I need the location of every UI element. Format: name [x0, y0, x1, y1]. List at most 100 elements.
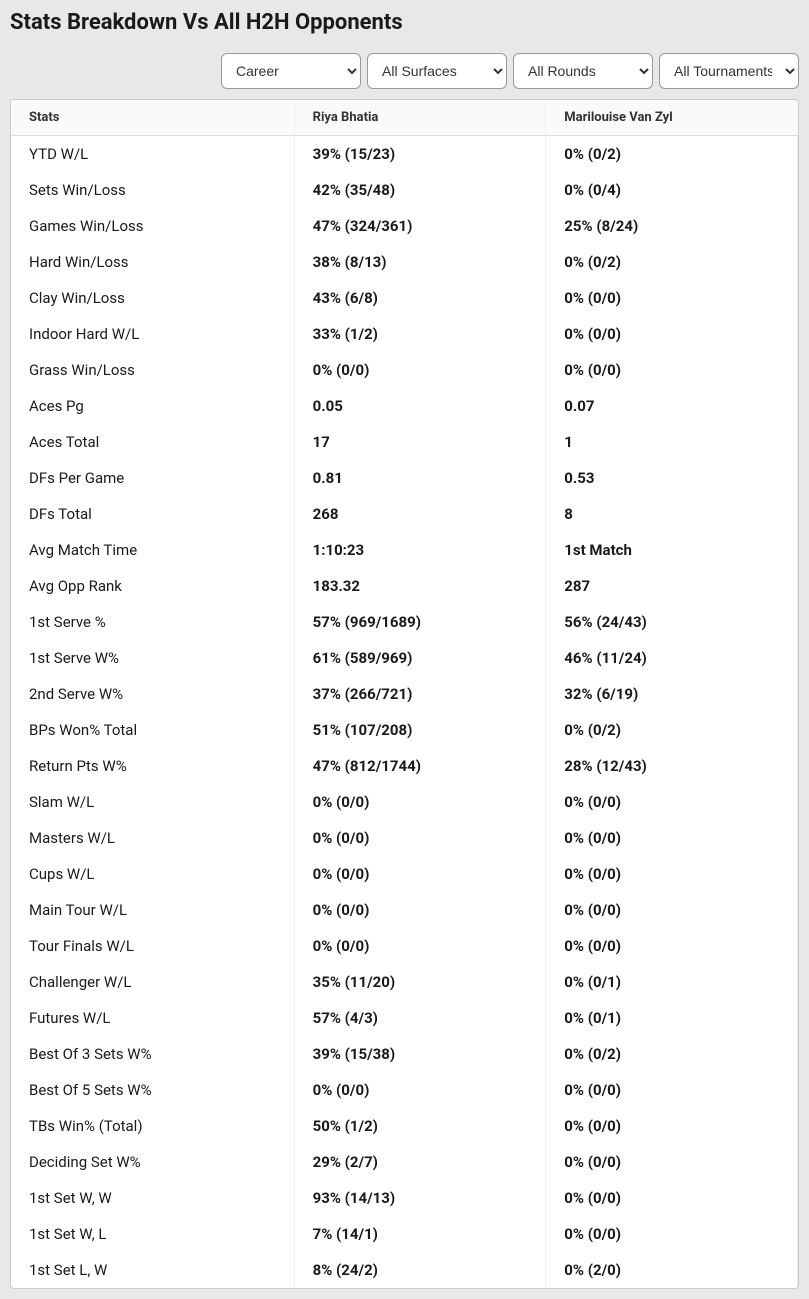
table-row: 1st Serve %57% (969/1689)56% (24/43) [11, 604, 798, 640]
stat-player1: 39% (15/23) [294, 136, 546, 173]
table-row: 1st Set W, L7% (14/1)0% (0/0) [11, 1216, 798, 1252]
table-row: Aces Pg0.050.07 [11, 388, 798, 424]
stat-player2: 0% (0/2) [546, 1036, 798, 1072]
stat-label: BPs Won% Total [11, 712, 294, 748]
table-row: Futures W/L57% (4/3)0% (0/1) [11, 1000, 798, 1036]
stat-player2: 56% (24/43) [546, 604, 798, 640]
stat-player1: 43% (6/8) [294, 280, 546, 316]
stat-player1: 8% (24/2) [294, 1252, 546, 1288]
col-header-player2: Marilouise Van Zyl [546, 100, 798, 136]
stat-label: 1st Serve W% [11, 640, 294, 676]
stat-player1: 0% (0/0) [294, 1072, 546, 1108]
stat-player1: 57% (4/3) [294, 1000, 546, 1036]
table-row: Cups W/L0% (0/0)0% (0/0) [11, 856, 798, 892]
stat-player1: 57% (969/1689) [294, 604, 546, 640]
table-row: Best Of 3 Sets W%39% (15/38)0% (0/2) [11, 1036, 798, 1072]
stat-label: Futures W/L [11, 1000, 294, 1036]
stat-player1: 0% (0/0) [294, 856, 546, 892]
stat-player1: 0% (0/0) [294, 820, 546, 856]
stat-player2: 0% (0/0) [546, 820, 798, 856]
stat-label: Games Win/Loss [11, 208, 294, 244]
stat-player2: 0% (0/2) [546, 712, 798, 748]
stat-player2: 0% (0/4) [546, 172, 798, 208]
table-row: Deciding Set W%29% (2/7)0% (0/0) [11, 1144, 798, 1180]
stat-player1: 0% (0/0) [294, 784, 546, 820]
table-row: BPs Won% Total51% (107/208)0% (0/2) [11, 712, 798, 748]
stat-player1: 0% (0/0) [294, 928, 546, 964]
stats-table-wrapper: Stats Riya Bhatia Marilouise Van Zyl YTD… [10, 99, 799, 1289]
stat-player1: 183.32 [294, 568, 546, 604]
table-row: Masters W/L0% (0/0)0% (0/0) [11, 820, 798, 856]
stat-player2: 0% (0/0) [546, 1108, 798, 1144]
filter-surface[interactable]: All Surfaces [367, 53, 507, 89]
col-header-player1: Riya Bhatia [294, 100, 546, 136]
table-row: DFs Per Game0.810.53 [11, 460, 798, 496]
col-header-stats: Stats [11, 100, 294, 136]
stat-player2: 0% (0/0) [546, 856, 798, 892]
table-row: Grass Win/Loss0% (0/0)0% (0/0) [11, 352, 798, 388]
stat-player1: 0% (0/0) [294, 892, 546, 928]
stat-player2: 0% (0/0) [546, 316, 798, 352]
stat-player1: 7% (14/1) [294, 1216, 546, 1252]
stat-label: Indoor Hard W/L [11, 316, 294, 352]
stat-player2: 1st Match [546, 532, 798, 568]
filter-round[interactable]: All Rounds [513, 53, 653, 89]
stat-player2: 0% (0/2) [546, 244, 798, 280]
stats-table: Stats Riya Bhatia Marilouise Van Zyl YTD… [11, 100, 798, 1288]
stat-label: Main Tour W/L [11, 892, 294, 928]
filters-row: Career All Surfaces All Rounds All Tourn… [10, 53, 799, 89]
stat-label: 2nd Serve W% [11, 676, 294, 712]
stat-label: Deciding Set W% [11, 1144, 294, 1180]
stat-player1: 39% (15/38) [294, 1036, 546, 1072]
stat-player1: 17 [294, 424, 546, 460]
table-row: Hard Win/Loss38% (8/13)0% (0/2) [11, 244, 798, 280]
stat-player1: 47% (324/361) [294, 208, 546, 244]
stat-player2: 0% (0/0) [546, 1180, 798, 1216]
table-row: Best Of 5 Sets W%0% (0/0)0% (0/0) [11, 1072, 798, 1108]
stat-player2: 0% (0/2) [546, 136, 798, 173]
table-row: DFs Total2688 [11, 496, 798, 532]
stat-label: TBs Win% (Total) [11, 1108, 294, 1144]
stat-label: DFs Total [11, 496, 294, 532]
stat-player2: 0.53 [546, 460, 798, 496]
stat-label: 1st Set L, W [11, 1252, 294, 1288]
stat-player1: 0.81 [294, 460, 546, 496]
table-row: Challenger W/L35% (11/20)0% (0/1) [11, 964, 798, 1000]
stat-player1: 33% (1/2) [294, 316, 546, 352]
stat-player2: 0% (0/0) [546, 1072, 798, 1108]
filter-career[interactable]: Career [221, 53, 361, 89]
table-row: Indoor Hard W/L33% (1/2)0% (0/0) [11, 316, 798, 352]
stat-label: Sets Win/Loss [11, 172, 294, 208]
table-row: 2nd Serve W%37% (266/721)32% (6/19) [11, 676, 798, 712]
stat-label: 1st Serve % [11, 604, 294, 640]
stat-player2: 0% (0/0) [546, 892, 798, 928]
stat-player1: 50% (1/2) [294, 1108, 546, 1144]
stat-player1: 29% (2/7) [294, 1144, 546, 1180]
stat-player2: 0% (0/1) [546, 964, 798, 1000]
stat-player2: 0% (0/0) [546, 280, 798, 316]
table-row: Clay Win/Loss43% (6/8)0% (0/0) [11, 280, 798, 316]
table-row: 1st Set L, W8% (24/2)0% (2/0) [11, 1252, 798, 1288]
stat-player1: 37% (266/721) [294, 676, 546, 712]
table-row: Tour Finals W/L0% (0/0)0% (0/0) [11, 928, 798, 964]
table-header-row: Stats Riya Bhatia Marilouise Van Zyl [11, 100, 798, 136]
table-row: YTD W/L39% (15/23)0% (0/2) [11, 136, 798, 173]
filter-tournament[interactable]: All Tournaments [659, 53, 799, 89]
stat-label: Avg Opp Rank [11, 568, 294, 604]
table-row: Games Win/Loss47% (324/361)25% (8/24) [11, 208, 798, 244]
stat-label: Best Of 5 Sets W% [11, 1072, 294, 1108]
stat-player1: 0% (0/0) [294, 352, 546, 388]
table-row: Return Pts W%47% (812/1744)28% (12/43) [11, 748, 798, 784]
table-row: Sets Win/Loss42% (35/48)0% (0/4) [11, 172, 798, 208]
stat-label: Masters W/L [11, 820, 294, 856]
stat-player2: 0% (0/0) [546, 352, 798, 388]
stat-label: Avg Match Time [11, 532, 294, 568]
stat-player2: 32% (6/19) [546, 676, 798, 712]
stat-player2: 0.07 [546, 388, 798, 424]
stat-player1: 61% (589/969) [294, 640, 546, 676]
table-row: Avg Opp Rank183.32287 [11, 568, 798, 604]
stat-player2: 25% (8/24) [546, 208, 798, 244]
stat-player2: 0% (0/0) [546, 928, 798, 964]
table-row: Aces Total171 [11, 424, 798, 460]
stat-label: YTD W/L [11, 136, 294, 173]
